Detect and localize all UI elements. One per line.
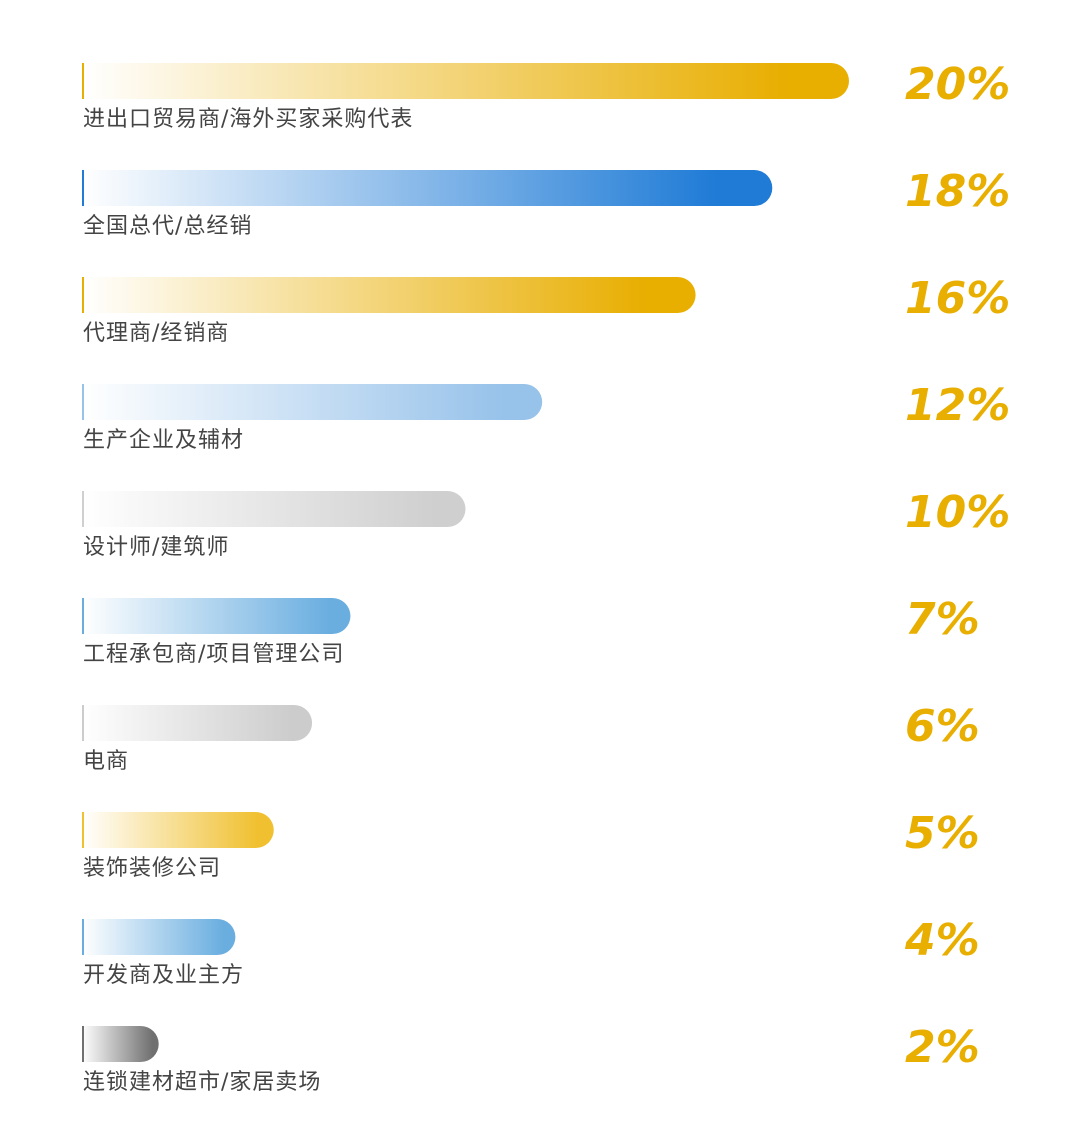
value-label: 20% [905, 59, 1010, 110]
bar [82, 1026, 159, 1062]
bar [82, 812, 274, 848]
bar [82, 598, 351, 634]
category-label: 连锁建材超市/家居卖场 [83, 1070, 321, 1095]
category-label: 装饰装修公司 [83, 856, 221, 881]
bar [82, 277, 696, 313]
bar-edge [82, 598, 84, 634]
bar [82, 384, 543, 420]
value-label: 5% [905, 808, 980, 859]
value-label: 6% [905, 701, 980, 752]
bar [82, 491, 466, 527]
bar-edge [82, 491, 84, 527]
value-label: 10% [905, 487, 1010, 538]
value-label: 4% [904, 915, 980, 966]
category-label: 全国总代/总经销 [83, 214, 252, 239]
bar [82, 170, 773, 206]
value-label: 7% [905, 594, 980, 645]
bar-edge [82, 812, 84, 848]
category-label: 设计师/建筑师 [83, 535, 229, 560]
category-label: 工程承包商/项目管理公司 [83, 642, 344, 667]
bar-edge [82, 384, 84, 420]
bar [82, 63, 849, 99]
bar-edge [82, 705, 84, 741]
bar-edge [82, 919, 84, 955]
category-label: 开发商及业主方 [83, 963, 244, 988]
bar-edge [82, 277, 84, 313]
bar-edge [82, 1026, 84, 1062]
bar-edge [82, 63, 84, 99]
bar [82, 705, 313, 741]
value-label: 18% [905, 166, 1010, 217]
value-label: 2% [905, 1022, 980, 1073]
category-label: 生产企业及辅材 [83, 428, 244, 453]
bar [82, 919, 236, 955]
category-label: 进出口贸易商/海外买家采购代表 [83, 107, 413, 132]
value-label: 16% [905, 273, 1010, 324]
bar-edge [82, 170, 84, 206]
category-label: 电商 [83, 749, 129, 774]
value-label: 12% [905, 380, 1010, 431]
category-label: 代理商/经销商 [83, 321, 229, 346]
